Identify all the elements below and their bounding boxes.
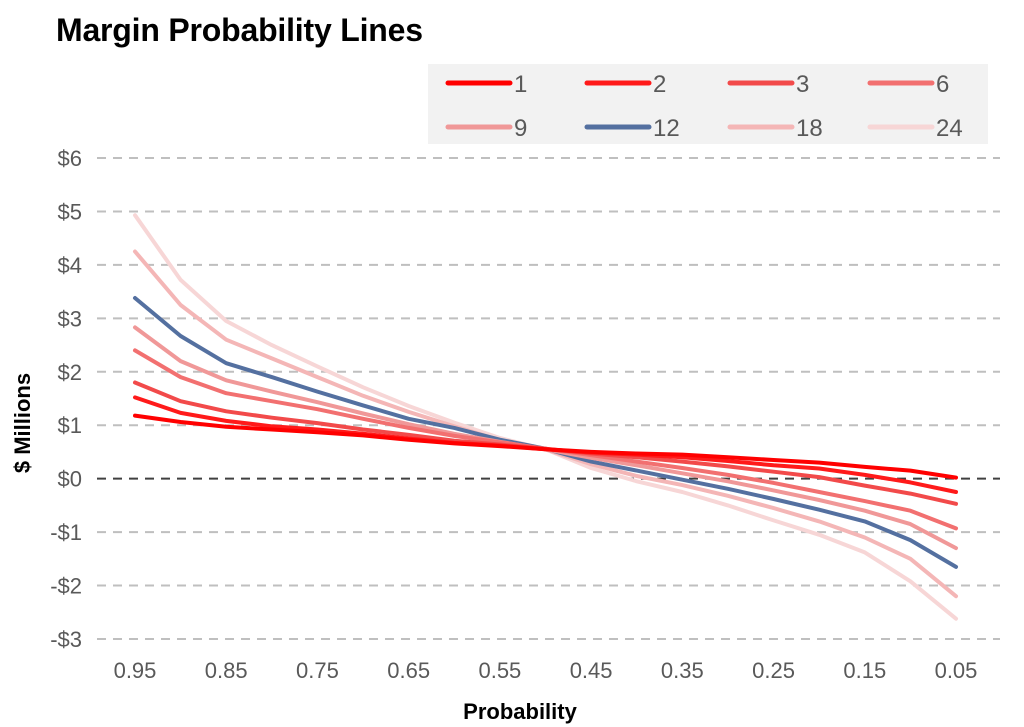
x-tick-label: 0.35 bbox=[661, 658, 704, 683]
y-tick-label: $0 bbox=[58, 467, 82, 492]
y-tick-label: $4 bbox=[58, 253, 82, 278]
y-tick-label: $2 bbox=[58, 360, 82, 385]
x-axis-title: Probability bbox=[463, 699, 577, 724]
legend-label-18: 18 bbox=[796, 115, 823, 142]
x-tick-label: 0.75 bbox=[296, 658, 339, 683]
y-tick-label: -$2 bbox=[50, 574, 82, 599]
legend-label-6: 6 bbox=[936, 71, 949, 98]
y-tick-label: $6 bbox=[58, 146, 82, 171]
series-lines bbox=[133, 213, 958, 621]
legend-label-3: 3 bbox=[796, 71, 809, 98]
x-axis-ticks: 0.95 0.85 0.75 0.65 0.55 0.45 0.35 0.25 0.15 0.05 bbox=[114, 658, 978, 683]
legend-label-1: 1 bbox=[514, 71, 527, 98]
chart-title: Margin Probability Lines bbox=[56, 12, 423, 48]
x-tick-label: 0.65 bbox=[387, 658, 430, 683]
legend-label-9: 9 bbox=[514, 115, 527, 142]
series-line-1 bbox=[133, 413, 958, 480]
x-tick-label: 0.05 bbox=[935, 658, 978, 683]
x-tick-label: 0.85 bbox=[205, 658, 248, 683]
y-tick-label: $1 bbox=[58, 413, 82, 438]
y-axis-ticks: $6 $5 $4 $3 $2 $1 $0 -$1 -$2 -$3 bbox=[50, 146, 82, 652]
legend-label-2: 2 bbox=[653, 71, 666, 98]
legend: 1 2 3 69 12 18 24 bbox=[445, 71, 963, 142]
legend-box bbox=[428, 64, 988, 144]
gridlines bbox=[97, 157, 1000, 640]
y-tick-label: $3 bbox=[58, 306, 82, 331]
x-tick-label: 0.45 bbox=[570, 658, 613, 683]
y-tick-label: $5 bbox=[58, 199, 82, 224]
x-tick-label: 0.95 bbox=[114, 658, 157, 683]
legend-label-24: 24 bbox=[936, 115, 963, 142]
y-tick-label: -$1 bbox=[50, 520, 82, 545]
x-tick-label: 0.55 bbox=[478, 658, 521, 683]
x-tick-label: 0.15 bbox=[843, 658, 886, 683]
y-axis-title: $ Millions bbox=[10, 373, 35, 473]
y-tick-label: -$3 bbox=[50, 627, 82, 652]
legend-label-12: 12 bbox=[653, 115, 680, 142]
x-tick-label: 0.25 bbox=[752, 658, 795, 683]
